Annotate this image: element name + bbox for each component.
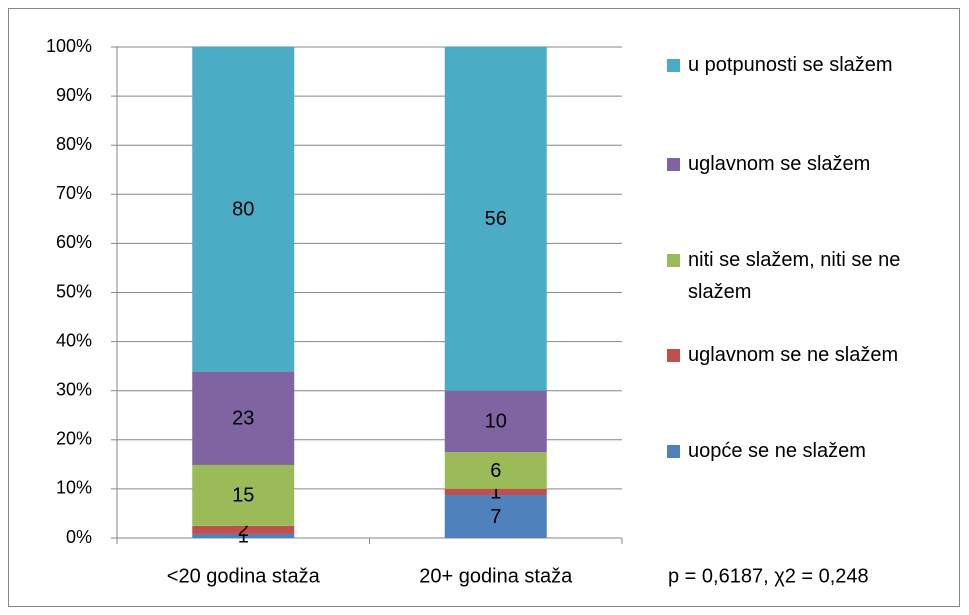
annotation: p = 0,6187, χ2 = 0,248 bbox=[668, 565, 869, 587]
data-label: 2 bbox=[238, 519, 249, 541]
bar-segment bbox=[444, 495, 547, 538]
data-label: 1 bbox=[490, 481, 501, 503]
data-label: 15 bbox=[232, 485, 254, 507]
legend-entry: uglavnom se ne slažem bbox=[663, 339, 953, 371]
data-label: 7 bbox=[490, 506, 501, 528]
y-tick-label: 0% bbox=[66, 527, 92, 547]
x-tick-label: 20+ godina staža bbox=[419, 565, 573, 587]
legend-swatch bbox=[667, 158, 680, 171]
legend-label: niti se slažem, niti se ne slažem bbox=[688, 249, 901, 303]
legend-swatch bbox=[667, 445, 680, 458]
y-tick-label: 100% bbox=[46, 36, 92, 56]
data-label: 10 bbox=[485, 411, 507, 433]
bar-segment bbox=[192, 47, 295, 372]
y-tick-label: 90% bbox=[56, 85, 92, 105]
data-label: 56 bbox=[485, 208, 507, 230]
bar-segment bbox=[192, 525, 295, 534]
bar-segment bbox=[192, 464, 295, 526]
legend-entry: uglavnom se slažem bbox=[663, 148, 953, 180]
y-tick-label: 40% bbox=[56, 330, 92, 350]
legend-swatch bbox=[667, 254, 680, 267]
y-tick-label: 80% bbox=[56, 134, 92, 154]
legend-label: uopće se ne slažem bbox=[688, 440, 866, 462]
y-tick-label: 10% bbox=[56, 478, 92, 498]
data-label: 80 bbox=[232, 199, 254, 221]
data-label: 23 bbox=[232, 408, 254, 430]
bar-segment bbox=[444, 452, 547, 489]
y-tick-label: 30% bbox=[56, 379, 92, 399]
y-tick-label: 60% bbox=[56, 232, 92, 252]
bar-segment bbox=[192, 371, 295, 465]
y-tick-label: 70% bbox=[56, 183, 92, 203]
legend-swatch bbox=[667, 59, 680, 72]
legend-swatch bbox=[667, 349, 680, 362]
bar-segment bbox=[444, 47, 547, 391]
legend-entry: niti se slažem, niti se ne slažem bbox=[663, 244, 953, 308]
bar-segment bbox=[192, 533, 295, 538]
legend-label: uglavnom se ne slažem bbox=[688, 344, 899, 366]
legend-entry: u potpunosti se slažem bbox=[663, 49, 953, 81]
legend-label: uglavnom se slažem bbox=[688, 153, 871, 175]
data-label: 1 bbox=[238, 525, 249, 547]
legend-label: u potpunosti se slažem bbox=[688, 54, 893, 76]
y-tick-label: 50% bbox=[56, 281, 92, 301]
bar-segment bbox=[444, 390, 547, 453]
data-label: 6 bbox=[490, 460, 501, 482]
y-tick-label: 20% bbox=[56, 429, 92, 449]
x-tick-label: <20 godina staža bbox=[167, 565, 321, 587]
bar-segment bbox=[444, 488, 547, 496]
legend-entry: uopće se ne slažem bbox=[663, 435, 953, 467]
